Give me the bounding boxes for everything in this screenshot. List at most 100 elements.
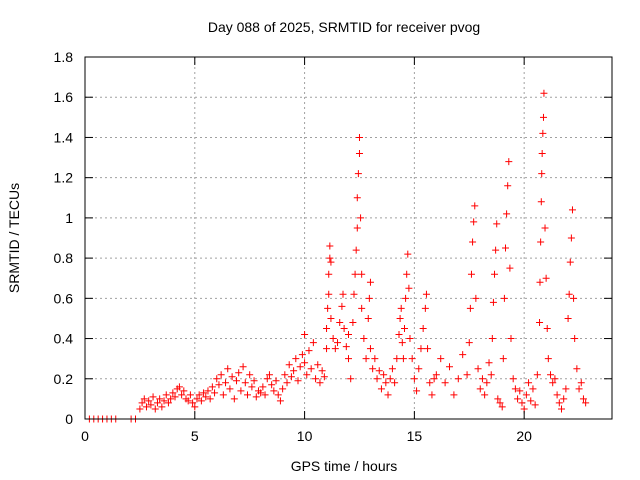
data-point	[415, 365, 423, 373]
data-point	[301, 359, 309, 367]
data-point	[450, 391, 458, 399]
data-point	[413, 387, 421, 395]
data-point	[505, 158, 513, 166]
data-point	[522, 391, 530, 399]
data-point	[327, 258, 335, 266]
data-point	[441, 379, 449, 387]
data-point	[485, 359, 493, 367]
data-point	[296, 363, 304, 371]
data-point	[366, 278, 374, 286]
data-point	[538, 150, 546, 158]
data-point	[454, 375, 462, 383]
data-point	[466, 304, 474, 312]
data-point	[539, 129, 547, 137]
data-point	[547, 371, 555, 379]
data-point	[305, 347, 313, 355]
data-point	[156, 395, 164, 403]
data-point	[276, 397, 284, 405]
data-point	[272, 377, 280, 385]
data-point	[382, 379, 390, 387]
data-point	[263, 375, 271, 383]
data-point	[200, 389, 208, 397]
data-point	[525, 379, 533, 387]
data-point	[565, 290, 573, 298]
x-tick-label: 5	[191, 428, 199, 444]
data-point	[326, 254, 334, 262]
data-point	[270, 387, 278, 395]
data-point	[358, 270, 366, 278]
data-point	[292, 355, 300, 363]
y-tick-label: 1.4	[54, 129, 74, 145]
grid-layer	[85, 57, 612, 419]
data-point	[465, 339, 473, 347]
data-point	[483, 379, 491, 387]
data-point	[491, 270, 499, 278]
data-point	[338, 302, 346, 310]
data-point	[307, 365, 315, 373]
data-point	[373, 375, 381, 383]
data-point	[347, 375, 355, 383]
y-tick-label: 0.8	[54, 250, 74, 266]
data-points	[85, 89, 590, 423]
data-point	[406, 335, 414, 343]
data-point	[340, 325, 348, 332]
data-point	[294, 377, 302, 385]
data-point	[142, 403, 150, 411]
data-point	[543, 325, 551, 332]
x-tick-label: 20	[516, 428, 532, 444]
data-point	[241, 379, 249, 387]
data-point	[498, 403, 506, 411]
y-tick-label: 0.4	[54, 331, 74, 347]
data-point	[323, 345, 331, 353]
data-point	[180, 387, 188, 395]
data-point	[380, 371, 388, 379]
data-point	[564, 314, 572, 322]
data-point	[268, 381, 276, 389]
data-point	[430, 375, 438, 383]
data-point	[536, 278, 544, 286]
data-point	[331, 345, 339, 353]
data-point	[357, 214, 365, 222]
data-point	[502, 244, 510, 252]
data-point	[235, 369, 243, 377]
data-point	[533, 371, 541, 379]
data-point	[496, 399, 504, 407]
data-point	[540, 89, 548, 97]
data-point	[538, 170, 546, 178]
data-point	[246, 371, 254, 379]
data-point	[487, 371, 495, 379]
y-tick-label: 1.2	[54, 170, 74, 186]
x-tick-label: 15	[407, 428, 423, 444]
x-tick-label: 10	[297, 428, 313, 444]
data-point	[265, 371, 273, 379]
data-point	[421, 304, 429, 312]
data-point	[325, 290, 333, 298]
data-point	[549, 379, 557, 387]
data-point	[303, 371, 311, 379]
data-point	[211, 389, 219, 397]
data-point	[417, 345, 425, 353]
data-point	[511, 385, 519, 393]
data-point	[320, 373, 328, 381]
axis-ticks: 0 0.2 0.4 0.6 0.8 1 1.2 1.4 1.6 1.8 0 5 10 15 20	[54, 49, 612, 444]
x-tick-label: 0	[81, 428, 89, 444]
data-point	[371, 355, 379, 363]
data-point	[345, 331, 352, 339]
data-point	[476, 385, 484, 393]
data-point	[175, 383, 183, 391]
data-point	[400, 325, 408, 332]
data-point	[437, 355, 445, 363]
data-point	[493, 220, 501, 228]
data-point	[349, 318, 357, 326]
data-point	[314, 361, 322, 369]
data-point	[408, 355, 416, 363]
data-point	[463, 371, 471, 379]
data-point	[226, 385, 234, 393]
data-point	[301, 331, 309, 339]
data-point	[342, 343, 350, 351]
data-point	[500, 294, 508, 302]
data-point	[377, 385, 385, 393]
data-point	[514, 395, 522, 403]
data-point	[384, 391, 392, 399]
data-point	[345, 355, 352, 363]
